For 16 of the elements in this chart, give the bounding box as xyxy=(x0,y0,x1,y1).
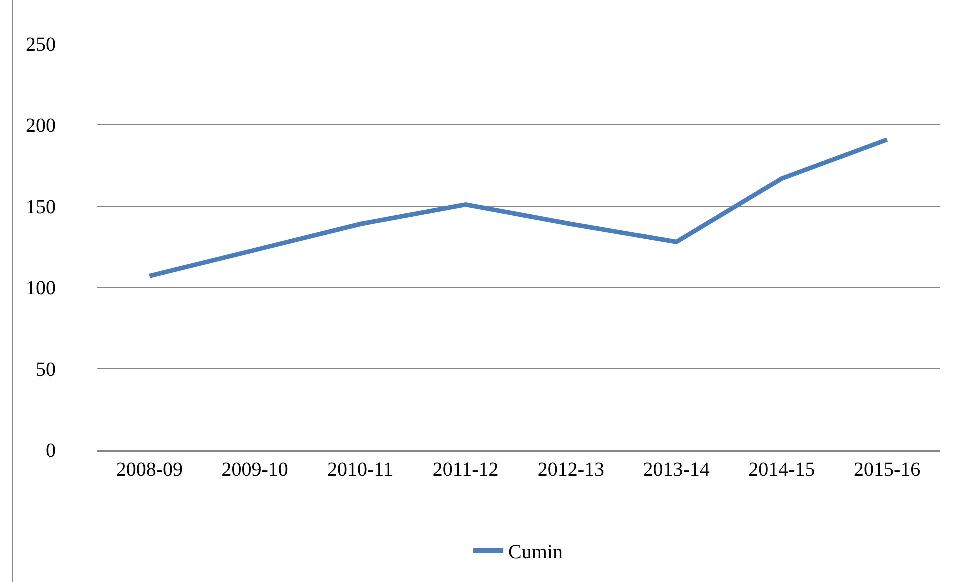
x-tick-label: 2013-14 xyxy=(643,458,710,481)
x-tick-label: 2012-13 xyxy=(538,458,605,481)
y-tick-label: 100 xyxy=(26,278,56,300)
x-tick-label: 2009-10 xyxy=(222,458,288,481)
y-tick-label: 200 xyxy=(26,115,56,138)
line-series xyxy=(147,138,890,278)
x-tick-label: 2015-16 xyxy=(854,458,921,481)
x-tick-label: 2008-09 xyxy=(116,458,184,481)
y-tick-label: 50 xyxy=(36,358,56,381)
x-tick-label: 2011-12 xyxy=(432,458,499,481)
y-tick-label: 150 xyxy=(26,196,56,218)
x-tick-label: 2010-11 xyxy=(327,458,394,481)
x-tick-label: 2014-15 xyxy=(748,458,816,481)
legend-label: Cumin xyxy=(508,542,563,564)
y-tick-label: 250 xyxy=(26,34,56,56)
y-tick-label: 0 xyxy=(46,440,56,462)
